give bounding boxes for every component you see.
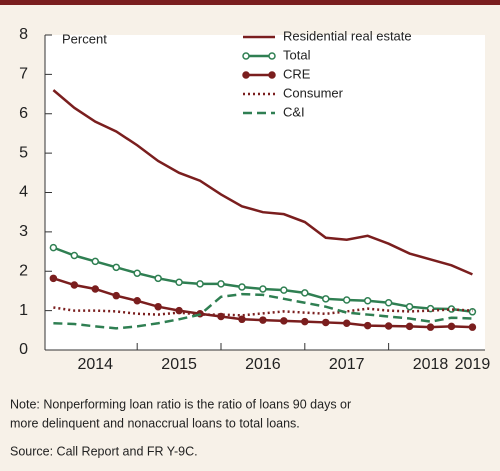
point bbox=[112, 291, 120, 300]
point bbox=[91, 257, 100, 266]
point bbox=[342, 296, 351, 304]
y-tick-label: 5 bbox=[19, 144, 28, 161]
x-tick-label: 2019 bbox=[455, 356, 491, 373]
point bbox=[238, 283, 246, 291]
point bbox=[112, 263, 120, 272]
y-tick-label: 3 bbox=[19, 223, 28, 240]
note: more delinquent and nonaccrual loans to … bbox=[10, 416, 300, 430]
top-bar bbox=[0, 0, 500, 5]
series-line bbox=[53, 292, 473, 330]
point bbox=[70, 251, 79, 260]
legend-label: Consumer bbox=[283, 85, 344, 100]
legend-marker bbox=[268, 52, 276, 60]
point bbox=[322, 295, 330, 303]
y-tick-label: 8 bbox=[19, 26, 28, 43]
y-tick-label: 6 bbox=[19, 105, 28, 122]
point bbox=[196, 280, 204, 288]
point bbox=[447, 322, 456, 331]
legend-marker bbox=[268, 71, 276, 79]
point bbox=[259, 285, 267, 293]
point bbox=[70, 281, 79, 289]
point bbox=[301, 317, 309, 326]
y-tick-label: 2 bbox=[19, 262, 28, 279]
legend-marker bbox=[242, 52, 250, 60]
point bbox=[259, 316, 267, 324]
y-tick-label: 4 bbox=[19, 184, 28, 201]
point bbox=[133, 269, 141, 277]
point bbox=[49, 243, 58, 252]
note: Note: Nonperforming loan ratio is the ra… bbox=[10, 397, 351, 411]
point bbox=[405, 302, 414, 311]
point bbox=[154, 274, 162, 283]
legend-label: Total bbox=[283, 47, 311, 62]
series-line bbox=[53, 306, 473, 317]
point bbox=[363, 297, 372, 305]
legend-label: C&I bbox=[283, 104, 305, 119]
x-tick-label: 2016 bbox=[245, 356, 281, 373]
point bbox=[133, 297, 141, 305]
y-tick-label: 1 bbox=[19, 302, 28, 319]
x-tick-label: 2014 bbox=[77, 356, 113, 373]
legend-label: Residential real estate bbox=[283, 28, 412, 43]
point bbox=[280, 286, 288, 294]
note: Source: Call Report and FR Y-9C. bbox=[10, 444, 198, 458]
series-line bbox=[52, 89, 473, 276]
point bbox=[405, 322, 414, 331]
point bbox=[154, 302, 162, 311]
axis-label: Percent bbox=[62, 31, 107, 46]
point bbox=[468, 323, 477, 331]
legend-label: CRE bbox=[283, 66, 311, 81]
point bbox=[280, 317, 288, 325]
y-tick-label: 7 bbox=[19, 66, 28, 83]
point bbox=[301, 289, 309, 297]
point bbox=[91, 285, 100, 293]
legend-marker bbox=[242, 71, 250, 79]
point bbox=[322, 318, 330, 327]
point bbox=[49, 274, 58, 283]
point bbox=[342, 319, 351, 327]
point bbox=[468, 308, 477, 316]
point bbox=[238, 315, 246, 324]
point bbox=[426, 323, 435, 331]
point bbox=[175, 278, 183, 287]
x-tick-label: 2017 bbox=[329, 356, 365, 373]
x-tick-label: 2015 bbox=[161, 356, 197, 373]
point bbox=[384, 299, 393, 307]
x-tick-label: 2018 bbox=[413, 356, 449, 373]
plot-area bbox=[45, 35, 485, 350]
point bbox=[384, 322, 393, 330]
point bbox=[217, 280, 225, 288]
y-tick-label: 0 bbox=[19, 341, 28, 358]
point bbox=[363, 321, 372, 330]
